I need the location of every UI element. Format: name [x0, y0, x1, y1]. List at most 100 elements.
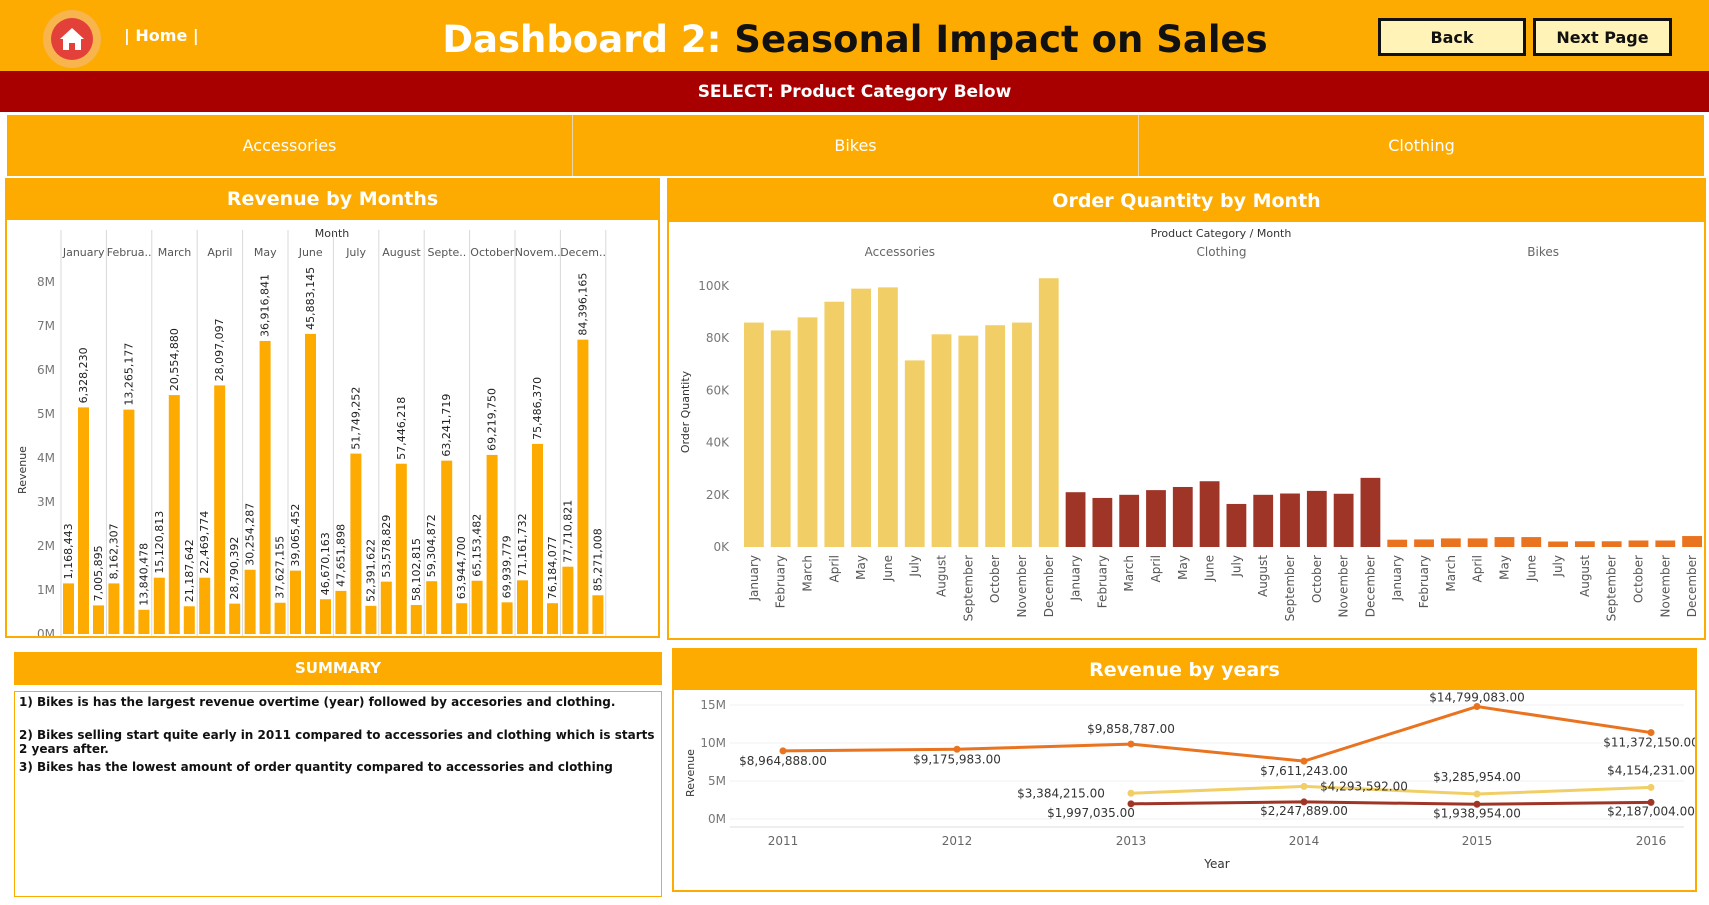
- order-quantity-bar: [824, 301, 845, 547]
- y-tick-label: 20K: [706, 488, 730, 502]
- y-axis-label: Order Quantity: [679, 370, 692, 453]
- revenue-data-label: 63,241,719: [440, 394, 453, 457]
- revenue-bar: [410, 604, 422, 634]
- revenue-by-months-chart: Month January 1,168,443 6,328,230 7,005,895 F…: [16, 227, 607, 641]
- order-quantity-bar: [1360, 477, 1381, 547]
- y-tick-label: 60K: [706, 383, 730, 397]
- x-tick-label: 2015: [1462, 834, 1493, 848]
- revenue-data-label: 58,102,815: [410, 538, 423, 601]
- revenue-bar: [562, 566, 574, 634]
- revenue-line-accessories: [1130, 784, 1652, 796]
- revenue-data-label: 21,187,642: [183, 539, 196, 602]
- revenue-bar: [577, 339, 589, 634]
- month-tick-label: August: [1256, 555, 1270, 597]
- revenue-data-label: $8,964,888.00: [739, 754, 827, 768]
- order-quantity-bar: [1306, 490, 1327, 547]
- order-quantity-bar: [1092, 497, 1113, 547]
- month-tick-label: June: [1203, 555, 1217, 582]
- revenue-bar: [335, 590, 347, 634]
- revenue-bar: [93, 605, 104, 634]
- order-quantity-bar: [1387, 539, 1408, 547]
- order-quantity-bar: [1521, 537, 1542, 547]
- home-button[interactable]: [43, 10, 101, 68]
- revenue-bar: [592, 595, 604, 634]
- revenue-point: [1300, 757, 1308, 765]
- month-header-label: January: [62, 246, 105, 259]
- revenue-point: [1647, 729, 1655, 737]
- month-tick-label: June: [881, 555, 895, 582]
- month-tick-label: March: [1444, 555, 1458, 592]
- month-tick-label: January: [747, 555, 761, 602]
- y-tick-label: 2M: [37, 539, 55, 553]
- summary-box: 1) Bikes is has the largest revenue over…: [14, 691, 662, 897]
- next-page-button[interactable]: Next Page: [1533, 18, 1672, 56]
- order-quantity-bar: [878, 287, 898, 547]
- x-axis-label: Year: [1203, 857, 1229, 871]
- revenue-bar: [183, 606, 195, 634]
- y-tick-label: 4M: [37, 451, 55, 465]
- month-tick-label: November: [1015, 555, 1029, 617]
- order-quantity-bar: [1414, 539, 1434, 547]
- summary-title: SUMMARY: [14, 652, 662, 685]
- revenue-by-months-panel: Revenue by Months Month January 1,168,443 6…: [5, 178, 660, 641]
- revenue-data-label: 47,651,898: [334, 524, 347, 587]
- revenue-data-label: 36,916,841: [259, 274, 272, 337]
- month-tick-label: February: [1095, 555, 1109, 608]
- month-tick-label: November: [1337, 555, 1351, 617]
- revenue-data-label: 71,161,732: [516, 513, 529, 576]
- revenue-data-label: 69,219,750: [486, 388, 499, 451]
- revenue-by-years-panel: Revenue by years 0M 5M 10M 15M 2011 2012 2013 2…: [672, 648, 1699, 892]
- month-tick-label: May: [1176, 555, 1190, 580]
- month-tick-label: November: [1658, 555, 1672, 617]
- order-quantity-bar: [1333, 493, 1354, 547]
- month-header-label: July: [345, 246, 366, 259]
- category-bikes-button[interactable]: Bikes: [573, 115, 1139, 176]
- revenue-data-label: 75,486,370: [531, 377, 544, 440]
- revenue-bar: [380, 581, 392, 634]
- month-tick-label: September: [1283, 555, 1297, 621]
- revenue-data-label: $14,799,083.00: [1429, 691, 1524, 705]
- category-group-header: Bikes: [1527, 245, 1559, 259]
- revenue-by-months-title: Revenue by Months: [7, 180, 658, 220]
- order-quantity-bar: [1494, 537, 1515, 547]
- category-clothing-button[interactable]: Clothing: [1388, 136, 1455, 155]
- revenue-data-label: 1,168,443: [62, 523, 75, 579]
- revenue-data-label: 45,883,145: [304, 267, 317, 330]
- category-accessories-button[interactable]: Accessories: [7, 115, 573, 176]
- y-tick-label: 7M: [37, 319, 55, 333]
- y-tick-label: 15M: [700, 698, 726, 712]
- month-tick-label: December: [1685, 555, 1699, 617]
- revenue-point: [1127, 789, 1135, 797]
- revenue-data-label: 37,627,155: [274, 536, 287, 599]
- order-quantity-bar: [1065, 492, 1086, 547]
- month-tick-label: May: [1497, 555, 1511, 580]
- month-tick-label: April: [827, 555, 841, 582]
- order-quantity-bar: [744, 322, 764, 547]
- revenue-point: [1127, 740, 1135, 748]
- home-link[interactable]: | Home |: [124, 26, 199, 45]
- month-header-label: June: [298, 246, 323, 259]
- month-tick-label: July: [908, 555, 922, 578]
- month-axis-header: Month: [315, 227, 350, 240]
- order-quantity-bar: [1574, 541, 1595, 547]
- x-tick-label: 2016: [1636, 834, 1667, 848]
- page-title: Dashboard 2: Seasonal Impact on Sales: [420, 18, 1290, 62]
- month-tick-label: May: [854, 555, 868, 580]
- month-tick-label: March: [801, 555, 815, 592]
- summary-line-3: 3) Bikes has the lowest amount of order …: [19, 760, 613, 774]
- order-quantity-bar: [931, 334, 952, 547]
- y-tick-label: 1M: [37, 583, 55, 597]
- page-title-main: Seasonal Impact on Sales: [734, 18, 1268, 61]
- back-button[interactable]: Back: [1378, 18, 1526, 56]
- revenue-data-label: 13,265,177: [122, 343, 135, 406]
- summary-line-2: 2) Bikes selling start quite early in 20…: [19, 728, 655, 756]
- order-quantity-bar: [1280, 493, 1300, 547]
- revenue-data-label: $11,372,150.00: [1603, 736, 1695, 750]
- revenue-bar: [441, 460, 453, 634]
- revenue-data-label: 28,790,392: [228, 537, 241, 600]
- revenue-data-label: $7,611,243.00: [1260, 764, 1348, 778]
- order-quantity-bar: [1655, 540, 1676, 547]
- revenue-data-label: 30,254,287: [244, 503, 257, 566]
- revenue-line-clothing: [1130, 800, 1652, 806]
- x-tick-label: 2012: [942, 834, 973, 848]
